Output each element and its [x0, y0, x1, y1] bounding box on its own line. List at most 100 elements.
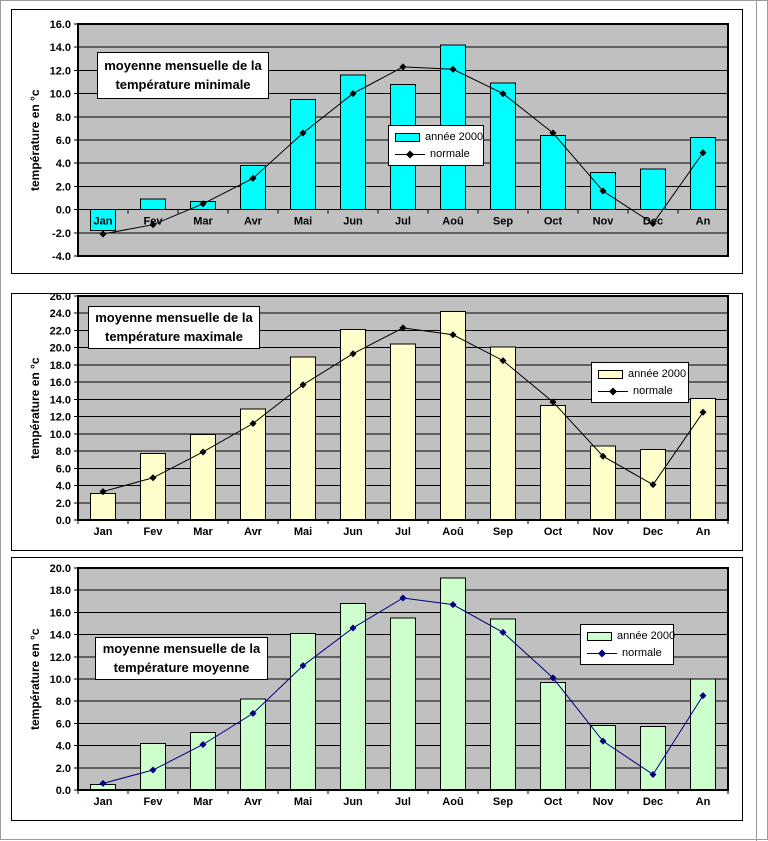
chart-title-line1: moyenne mensuelle de la: [95, 309, 253, 325]
svg-text:8.0: 8.0: [56, 696, 71, 708]
legend-item-normale: normale: [598, 385, 682, 397]
diamond-marker-icon: [149, 221, 157, 229]
svg-text:Oct: Oct: [544, 216, 563, 228]
svg-text:Dec: Dec: [643, 216, 663, 228]
svg-text:6.0: 6.0: [56, 463, 71, 475]
svg-text:Avr: Avr: [244, 526, 263, 538]
chart-canvas-minimale: -4.0 -2.0 0.0 2.0 4.0 6.0 8.0 10.0 12.0 14.0 16.0 J…: [50, 19, 729, 263]
diamond-marker-icon: [349, 624, 357, 632]
svg-text:8.0: 8.0: [56, 446, 71, 458]
page-edge-line: [756, 1, 757, 841]
diamond-marker-icon: [449, 601, 457, 609]
chart-title-line2: température maximale: [104, 328, 243, 344]
legend-item-annee-2000: année 2000: [395, 131, 483, 143]
svg-text:Mai: Mai: [294, 216, 312, 228]
diamond-marker-icon: [449, 331, 457, 339]
legend-line-marker-icon: [587, 649, 617, 657]
svg-text:6.0: 6.0: [56, 135, 71, 147]
svg-text:16.0: 16.0: [50, 19, 71, 31]
svg-text:14.0: 14.0: [50, 42, 71, 54]
svg-text:Fev: Fev: [144, 796, 164, 808]
diamond-marker-icon: [399, 63, 407, 71]
diamond-marker-icon: [549, 674, 557, 682]
svg-text:4.0: 4.0: [56, 481, 71, 493]
chart-title-box: moyenne mensuelle de la température moye…: [95, 637, 268, 680]
svg-text:Aoû: Aoû: [442, 216, 463, 228]
diamond-marker-icon: [99, 779, 107, 787]
svg-text:Jun: Jun: [343, 796, 363, 808]
svg-text:22.0: 22.0: [50, 325, 71, 337]
svg-text:Nov: Nov: [593, 216, 615, 228]
svg-text:Mar: Mar: [193, 526, 213, 538]
diamond-marker-icon: [399, 594, 407, 602]
y-axis-title: température en °c: [28, 628, 42, 730]
svg-text:20.0: 20.0: [50, 343, 71, 355]
svg-text:Aoû: Aoû: [442, 796, 463, 808]
svg-text:0.0: 0.0: [56, 205, 71, 217]
svg-text:10.0: 10.0: [50, 674, 71, 686]
diamond-marker-icon: [549, 398, 557, 406]
legend-label-normale: normale: [633, 385, 673, 397]
svg-text:18.0: 18.0: [50, 360, 71, 372]
svg-text:12.0: 12.0: [50, 65, 71, 77]
chart-temperature-minimale: -4.0 -2.0 0.0 2.0 4.0 6.0 8.0 10.0 12.0 14.0 16.0 J…: [11, 9, 743, 274]
legend: année 2000 normale: [388, 125, 484, 166]
diamond-marker-icon: [599, 452, 607, 460]
legend-label-normale: normale: [430, 148, 470, 160]
legend-item-normale: normale: [587, 647, 667, 659]
diamond-marker-icon: [549, 129, 557, 137]
svg-text:12.0: 12.0: [50, 412, 71, 424]
diamond-marker-icon: [499, 90, 507, 98]
diamond-marker-icon: [699, 692, 707, 700]
diamond-marker-icon: [99, 488, 107, 496]
svg-text:Jun: Jun: [343, 216, 363, 228]
svg-text:0.0: 0.0: [56, 515, 71, 527]
legend-label-annee-2000: année 2000: [628, 368, 687, 380]
svg-text:10.0: 10.0: [50, 429, 71, 441]
svg-text:12.0: 12.0: [50, 652, 71, 664]
diamond-marker-icon: [649, 770, 657, 778]
legend-label-normale: normale: [622, 647, 662, 659]
diamond-marker-icon: [249, 174, 257, 182]
chart-title-line2: température moyenne: [113, 659, 250, 675]
legend-bar-swatch: [598, 369, 623, 379]
svg-text:Jun: Jun: [343, 526, 363, 538]
svg-text:Jan: Jan: [94, 216, 113, 228]
svg-text:Avr: Avr: [244, 216, 263, 228]
diamond-marker-icon: [249, 420, 257, 428]
diamond-marker-icon: [449, 65, 457, 73]
svg-text:6.0: 6.0: [56, 718, 71, 730]
svg-text:Avr: Avr: [244, 796, 263, 808]
diamond-marker-icon: [199, 448, 207, 456]
diamond-marker-icon: [199, 740, 207, 748]
legend: année 2000 normale: [591, 362, 689, 403]
legend-bar-swatch: [587, 631, 612, 641]
diamond-marker-icon: [499, 628, 507, 636]
svg-text:Jul: Jul: [395, 526, 411, 538]
svg-text:4.0: 4.0: [56, 158, 71, 170]
legend-line-marker-icon: [395, 150, 425, 158]
diamond-marker-icon: [299, 662, 307, 670]
chart-canvas-moyenne: 0.0 2.0 4.0 6.0 8.0 10.0 12.0 14.0 16.0 18.0 20.0 J…: [50, 563, 729, 808]
y-axis-title: température en °c: [28, 357, 42, 459]
svg-text:Dec: Dec: [643, 526, 663, 538]
svg-text:8.0: 8.0: [56, 112, 71, 124]
svg-text:24.0: 24.0: [50, 308, 71, 320]
chart-temperature-moyenne: 0.0 2.0 4.0 6.0 8.0 10.0 12.0 14.0 16.0 18.0 20.0 J…: [11, 557, 743, 821]
svg-text:Dec: Dec: [643, 796, 663, 808]
svg-text:Fev: Fev: [144, 216, 164, 228]
svg-text:An: An: [696, 796, 711, 808]
legend: année 2000 normale: [580, 624, 675, 665]
svg-text:Fev: Fev: [144, 526, 164, 538]
diamond-marker-icon: [299, 129, 307, 137]
diamond-marker-icon: [299, 381, 307, 389]
y-axis-title: température en °c: [28, 89, 42, 191]
diamond-marker-icon: [99, 230, 107, 238]
svg-text:Nov: Nov: [593, 526, 615, 538]
diamond-marker-icon: [249, 709, 257, 717]
svg-text:4.0: 4.0: [56, 741, 71, 753]
svg-text:Nov: Nov: [593, 796, 615, 808]
diamond-marker-icon: [199, 200, 207, 208]
svg-text:Mai: Mai: [294, 526, 312, 538]
legend-item-annee-2000: année 2000: [598, 368, 686, 380]
